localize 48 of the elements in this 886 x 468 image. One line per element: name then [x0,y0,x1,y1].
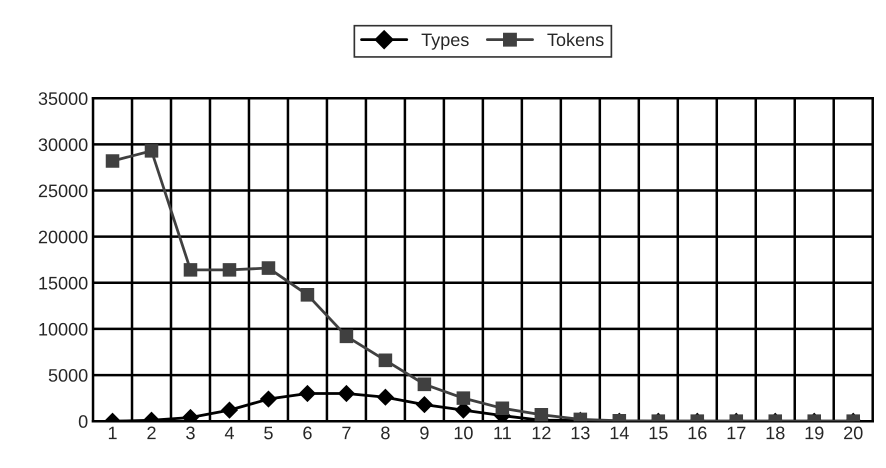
legend-label: Types [422,34,469,50]
point [534,408,548,422]
y-tick-label: 30000 [38,138,88,152]
y-tick-label: 5000 [48,369,88,382]
x-tick-label: 10 [454,426,473,440]
y-tick-label: 20000 [38,230,88,244]
y-tick-label: 10000 [39,322,88,336]
point [496,402,510,416]
point [222,263,236,277]
point [106,154,120,168]
point [221,402,238,419]
x-tick-label: 18 [766,426,785,440]
point [262,261,276,275]
point [378,354,392,368]
point [377,388,394,406]
x-tick-label: 1 [108,426,117,440]
point [184,263,198,277]
x-tick-label: 13 [572,426,590,440]
x-tick-label: 20 [844,426,863,440]
y-tick-label: 0 [78,415,88,428]
point [340,330,354,344]
x-tick-label: 17 [728,426,746,440]
y-tick-label: 25000 [38,184,88,198]
x-tick-label: 7 [342,426,351,440]
x-tick-label: 11 [494,426,511,440]
point [299,385,316,402]
y-tick-label: 35000 [38,92,88,105]
point [260,390,277,408]
point [456,391,470,405]
x-tick-label: 14 [610,426,629,440]
x-tick-label: 16 [688,426,707,440]
point [338,385,355,402]
point [300,288,314,302]
x-tick-label: 15 [650,426,668,440]
x-tick-label: 8 [381,426,390,440]
legend-label: Tokens [547,32,604,46]
point [416,396,433,413]
x-tick-label: 9 [420,426,429,440]
x-tick-label: 6 [303,426,312,440]
point [144,144,158,158]
x-tick-label: 4 [224,426,234,440]
x-tick-label: 12 [532,426,550,440]
x-tick-label: 2 [147,426,156,440]
x-tick-label: 19 [806,426,824,440]
point [418,378,432,392]
y-tick-label: 15000 [39,276,88,290]
x-tick-label: 5 [264,426,273,440]
x-tick-label: 3 [186,426,195,440]
